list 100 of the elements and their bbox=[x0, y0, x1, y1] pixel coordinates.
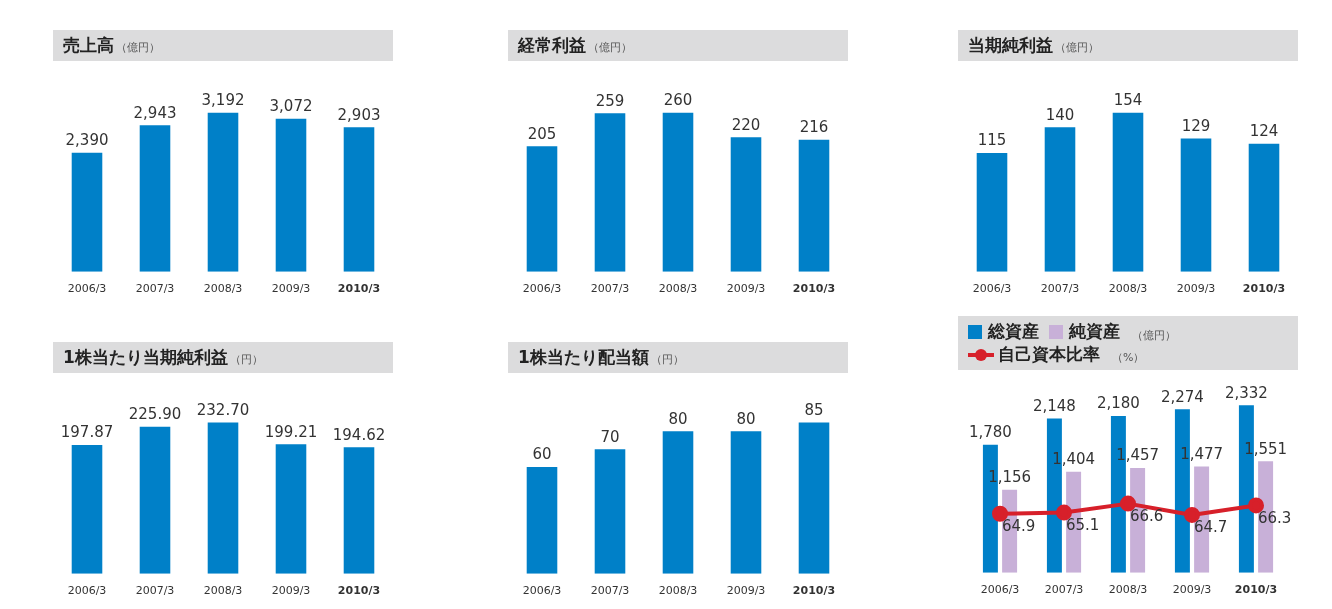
data-label: 65.1 bbox=[1066, 515, 1100, 534]
data-label: 115 bbox=[977, 131, 1007, 150]
data-label: 194.62 bbox=[332, 425, 386, 444]
bar bbox=[594, 449, 626, 574]
x-tick-label: 2009/3 bbox=[271, 584, 311, 598]
data-label: 2,332 bbox=[1224, 383, 1268, 402]
x-tick-label: 2009/3 bbox=[1176, 282, 1216, 296]
x-tick-label: 2009/3 bbox=[726, 584, 766, 598]
data-label: 66.3 bbox=[1258, 508, 1292, 527]
x-tick-label: 2009/3 bbox=[271, 282, 311, 296]
data-label: 3,192 bbox=[201, 91, 245, 110]
x-tick-label: 2007/3 bbox=[1044, 583, 1084, 597]
bar bbox=[139, 125, 171, 272]
data-label: 2,148 bbox=[1032, 396, 1076, 415]
legend-label: 自己資本比率 bbox=[998, 343, 1100, 366]
legend-label: 純資産 bbox=[1069, 320, 1120, 343]
legend-label: 総資産 bbox=[988, 320, 1039, 343]
bar bbox=[798, 422, 830, 574]
data-label: 3,072 bbox=[269, 97, 313, 116]
x-tick-label: 2010/3 bbox=[337, 584, 381, 598]
x-tick-label: 2006/3 bbox=[67, 282, 107, 296]
bar bbox=[1044, 127, 1076, 272]
data-label: 220 bbox=[731, 115, 761, 134]
x-tick-label: 2010/3 bbox=[1234, 583, 1278, 597]
data-label: 2,390 bbox=[65, 131, 109, 150]
x-tick-label: 2006/3 bbox=[972, 282, 1012, 296]
data-label: 66.6 bbox=[1130, 507, 1164, 526]
bar bbox=[662, 431, 694, 574]
data-label: 64.9 bbox=[1002, 517, 1036, 536]
y2-axis-title: （%） bbox=[1112, 350, 1145, 364]
x-tick-label: 2009/3 bbox=[726, 282, 766, 296]
data-label: 199.21 bbox=[264, 422, 318, 441]
chart-subtitle: （億円） bbox=[116, 41, 160, 54]
data-label: 2,274 bbox=[1160, 387, 1204, 406]
x-tick-label: 2006/3 bbox=[522, 282, 562, 296]
x-tick-label: 2009/3 bbox=[1172, 583, 1212, 597]
data-label: 80 bbox=[736, 409, 756, 428]
x-tick-label: 2007/3 bbox=[135, 282, 175, 296]
data-label: 129 bbox=[1181, 116, 1211, 135]
data-label: 64.7 bbox=[1194, 518, 1228, 537]
bar bbox=[662, 112, 694, 272]
x-tick-label: 2006/3 bbox=[980, 583, 1020, 597]
data-label: 2,943 bbox=[133, 103, 177, 122]
data-label: 85 bbox=[804, 400, 824, 419]
x-tick-label: 2007/3 bbox=[135, 584, 175, 598]
chart-subtitle: （円） bbox=[229, 353, 263, 366]
data-label: 60 bbox=[532, 445, 552, 464]
data-label: 154 bbox=[1113, 91, 1143, 110]
bar bbox=[1112, 112, 1144, 272]
bar bbox=[594, 113, 626, 272]
chart-title: 1株当たり当期純利益 bbox=[63, 347, 228, 367]
x-tick-label: 2008/3 bbox=[1108, 583, 1148, 597]
chart-title: 経常利益 bbox=[518, 35, 586, 55]
x-tick-label: 2008/3 bbox=[658, 282, 698, 296]
data-label: 1,780 bbox=[968, 423, 1012, 442]
chart-title: 1株当たり配当額 bbox=[518, 347, 649, 367]
x-tick-label: 2008/3 bbox=[203, 282, 243, 296]
bar bbox=[343, 127, 375, 272]
data-label: 260 bbox=[663, 91, 693, 110]
bar bbox=[1180, 138, 1212, 272]
data-label: 140 bbox=[1045, 105, 1075, 124]
data-label: 216 bbox=[799, 118, 829, 137]
bar bbox=[526, 146, 558, 272]
data-label: 232.70 bbox=[196, 400, 250, 419]
data-label: 2,180 bbox=[1096, 394, 1140, 413]
bar bbox=[976, 153, 1008, 272]
bar bbox=[526, 466, 558, 574]
data-label: 80 bbox=[668, 409, 688, 428]
chart-subtitle: （円） bbox=[650, 353, 684, 366]
x-tick-label: 2007/3 bbox=[1040, 282, 1080, 296]
bar bbox=[730, 137, 762, 272]
chart-title: 売上高 bbox=[63, 35, 114, 55]
x-tick-label: 2006/3 bbox=[67, 584, 107, 598]
x-tick-label: 2008/3 bbox=[658, 584, 698, 598]
bar bbox=[275, 118, 307, 272]
data-label: 70 bbox=[600, 427, 620, 446]
x-tick-label: 2010/3 bbox=[337, 282, 381, 296]
x-tick-label: 2010/3 bbox=[792, 282, 836, 296]
chart-title: 当期純利益 bbox=[968, 35, 1053, 55]
x-tick-label: 2008/3 bbox=[203, 584, 243, 598]
x-tick-label: 2010/3 bbox=[792, 584, 836, 598]
x-tick-label: 2006/3 bbox=[522, 584, 562, 598]
bar bbox=[730, 431, 762, 574]
data-label: 124 bbox=[1249, 122, 1279, 141]
bar bbox=[1248, 143, 1280, 272]
chart-subtitle: （億円） bbox=[1132, 328, 1176, 342]
bar bbox=[71, 152, 103, 272]
data-label: 259 bbox=[595, 91, 625, 110]
x-tick-label: 2008/3 bbox=[1108, 282, 1148, 296]
x-tick-label: 2007/3 bbox=[590, 282, 630, 296]
bar bbox=[798, 139, 830, 272]
bar bbox=[207, 112, 239, 272]
data-label: 2,903 bbox=[337, 105, 381, 124]
data-label: 225.90 bbox=[128, 405, 182, 424]
chart-subtitle: （億円） bbox=[588, 41, 632, 54]
x-tick-label: 2010/3 bbox=[1242, 282, 1286, 296]
x-tick-label: 2007/3 bbox=[590, 584, 630, 598]
chart-subtitle: （億円） bbox=[1055, 41, 1099, 54]
data-label: 205 bbox=[527, 124, 557, 143]
data-label: 197.87 bbox=[60, 423, 114, 442]
